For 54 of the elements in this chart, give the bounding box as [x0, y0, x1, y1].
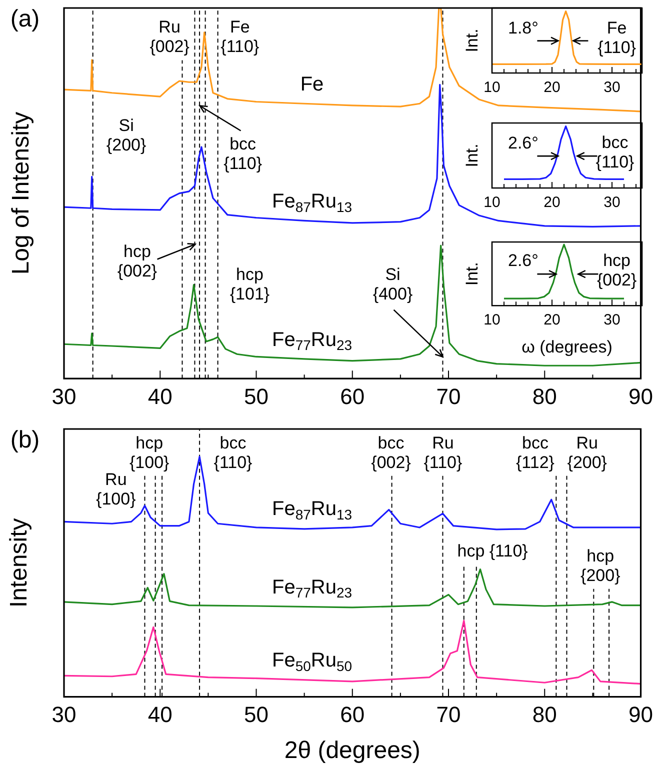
x-tick-label: 90	[628, 702, 654, 728]
annotation: bcc {110}	[214, 433, 253, 472]
annotation: Ru {200}	[567, 433, 608, 472]
x-tick-label: 80	[532, 384, 557, 409]
y-axis-title: Int.	[462, 28, 482, 52]
annotation: Fe {110}	[598, 18, 636, 58]
x-tick-label: 40	[148, 702, 172, 728]
x-tick-label: 30	[52, 384, 76, 409]
x-tick-label: 30	[604, 312, 620, 329]
x-axis-title: ω (degrees)	[522, 337, 612, 356]
x-tick-label: 10	[484, 312, 500, 329]
x-tick-label: 70	[436, 384, 461, 409]
chart-title: (b)	[10, 426, 40, 454]
y-axis-title: Intensity	[6, 518, 33, 608]
chart-title: (a)	[10, 6, 40, 33]
x-tick-label: 10	[484, 79, 500, 96]
y-axis-title: Int.	[462, 262, 482, 286]
annotation: Si {400}	[372, 264, 413, 304]
annotation: 2.6°	[508, 250, 538, 270]
series-label: Fe	[300, 73, 324, 96]
annotation: hcp {200}	[580, 546, 621, 585]
annotation: bcc {112}	[516, 433, 555, 472]
annotation: Ru {110}	[424, 433, 462, 472]
x-tick-label: 60	[340, 384, 365, 409]
x-tick-label: 30	[604, 79, 620, 96]
annotation: 1.8°	[508, 18, 538, 38]
annotation: bcc {110}	[224, 134, 262, 174]
x-tick-label: 50	[244, 702, 268, 728]
annotation: hcp {100}	[130, 433, 170, 472]
y-axis-title: Log of Intensity	[8, 112, 35, 275]
annotation: hcp {002}	[117, 242, 158, 281]
y-axis-title: Int.	[462, 144, 482, 168]
x-tick-label: 70	[436, 702, 461, 728]
annotation: Ru {002}	[150, 18, 190, 56]
x-tick-label: 30	[604, 194, 620, 212]
annotation: Si {200}	[106, 116, 146, 155]
x-tick-label: 40	[148, 384, 172, 409]
annotation: hcp {101}	[230, 264, 270, 304]
x-tick-label: 50	[244, 384, 268, 409]
annotation: bcc {110}	[596, 132, 635, 172]
annotation: hcp {002}	[596, 251, 637, 290]
x-tick-label: 60	[340, 702, 365, 728]
x-tick-label: 20	[544, 312, 560, 329]
annotation: hcp {110}	[457, 541, 528, 560]
annotation: 2.6°	[508, 134, 538, 153]
x-tick-label: 30	[52, 702, 76, 728]
x-tick-label: 20	[544, 79, 560, 96]
x-tick-label: 10	[484, 194, 500, 212]
x-tick-label: 20	[544, 194, 560, 212]
annotation: bcc {002}	[371, 433, 412, 472]
x-tick-label: 80	[532, 702, 557, 728]
annotation: Fe {110}	[220, 18, 260, 56]
x-tick-label: 90	[628, 384, 654, 409]
x-axis-title: 2θ (degrees)	[284, 737, 420, 764]
